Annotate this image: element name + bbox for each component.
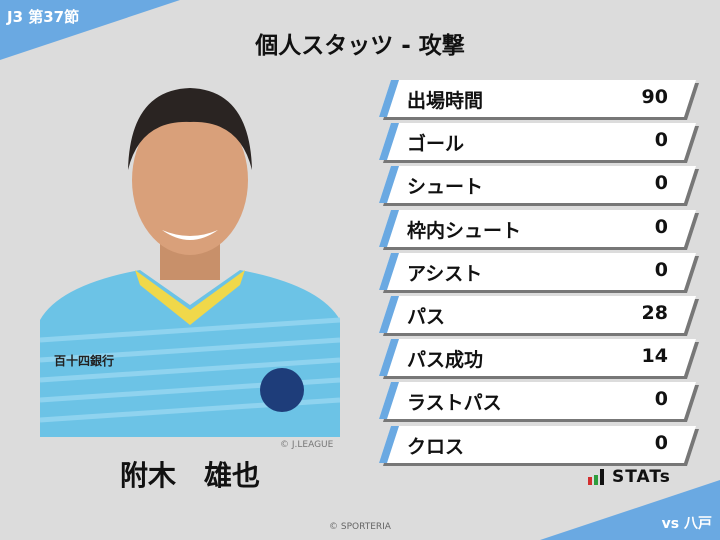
- stat-label: ラストパス: [407, 392, 502, 415]
- stat-row-assists: アシスト 0: [378, 252, 700, 293]
- stat-value: 0: [654, 431, 668, 454]
- stat-value: 28: [641, 301, 668, 324]
- stat-row-crosses: クロス 0: [378, 425, 700, 466]
- stat-row-passes: パス 28: [378, 295, 700, 336]
- stat-label: ゴール: [407, 133, 465, 156]
- stat-row-passes-completed: パス成功 14: [378, 339, 700, 380]
- stats-logo-icon: [588, 469, 604, 485]
- stat-label: 出場時間: [407, 90, 484, 112]
- round-label: J3 第37節: [7, 8, 80, 26]
- stat-row-key-passes: ラストパス 0: [378, 382, 700, 423]
- stat-value: 0: [654, 258, 668, 281]
- player-photo: 百十四銀行: [40, 70, 340, 437]
- stat-value: 0: [654, 215, 668, 238]
- stat-label: シュート: [407, 176, 484, 199]
- stat-row-shots-on-target: 枠内シュート 0: [378, 209, 700, 250]
- page-title: 個人スタッツ - 攻撃: [255, 33, 465, 59]
- stat-label: パス: [407, 305, 446, 328]
- stat-label: 枠内シュート: [407, 219, 522, 242]
- sponsor-text: 百十四銀行: [54, 353, 114, 368]
- stat-value: 0: [654, 129, 668, 152]
- stats-list: 出場時間 90 ゴール 0 シュート 0 枠内シュート 0 アシスト 0 パス 28 パス成…: [378, 80, 700, 469]
- copyright: © SPORTERIA: [329, 522, 391, 532]
- stat-row-minutes: 出場時間 90: [378, 80, 700, 120]
- stats-logo-text: STATs: [612, 467, 671, 487]
- stat-value: 0: [654, 172, 668, 195]
- opponent-label: vs 八戸: [661, 516, 712, 532]
- stat-value: 0: [654, 388, 668, 411]
- player-name: 附木 雄也: [119, 459, 260, 492]
- stat-row-shots: シュート 0: [378, 166, 700, 207]
- stat-row-goals: ゴール 0: [378, 123, 700, 164]
- stat-label: アシスト: [407, 262, 483, 285]
- photo-credit: © J.LEAGUE: [280, 440, 334, 450]
- stat-label: パス成功: [407, 349, 484, 372]
- stat-value: 14: [641, 345, 668, 368]
- stat-value: 90: [641, 86, 668, 108]
- stat-label: クロス: [407, 435, 465, 458]
